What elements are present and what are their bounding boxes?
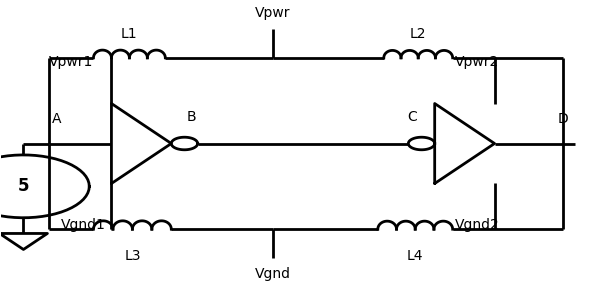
Text: A: A xyxy=(52,113,61,126)
Text: D: D xyxy=(557,113,568,126)
Text: 5: 5 xyxy=(17,177,29,195)
Text: Vpwr2: Vpwr2 xyxy=(454,55,499,69)
Text: L3: L3 xyxy=(124,249,140,263)
Text: L4: L4 xyxy=(407,249,423,263)
Text: L1: L1 xyxy=(121,27,138,41)
Text: Vpwr1: Vpwr1 xyxy=(49,55,93,69)
Text: B: B xyxy=(186,110,196,123)
Text: C: C xyxy=(407,110,417,123)
Text: Vgnd1: Vgnd1 xyxy=(61,218,106,232)
Text: Vgnd: Vgnd xyxy=(255,267,291,281)
Text: Vpwr: Vpwr xyxy=(256,6,291,20)
Text: Vgnd2: Vgnd2 xyxy=(454,218,499,232)
Text: L2: L2 xyxy=(410,27,426,41)
